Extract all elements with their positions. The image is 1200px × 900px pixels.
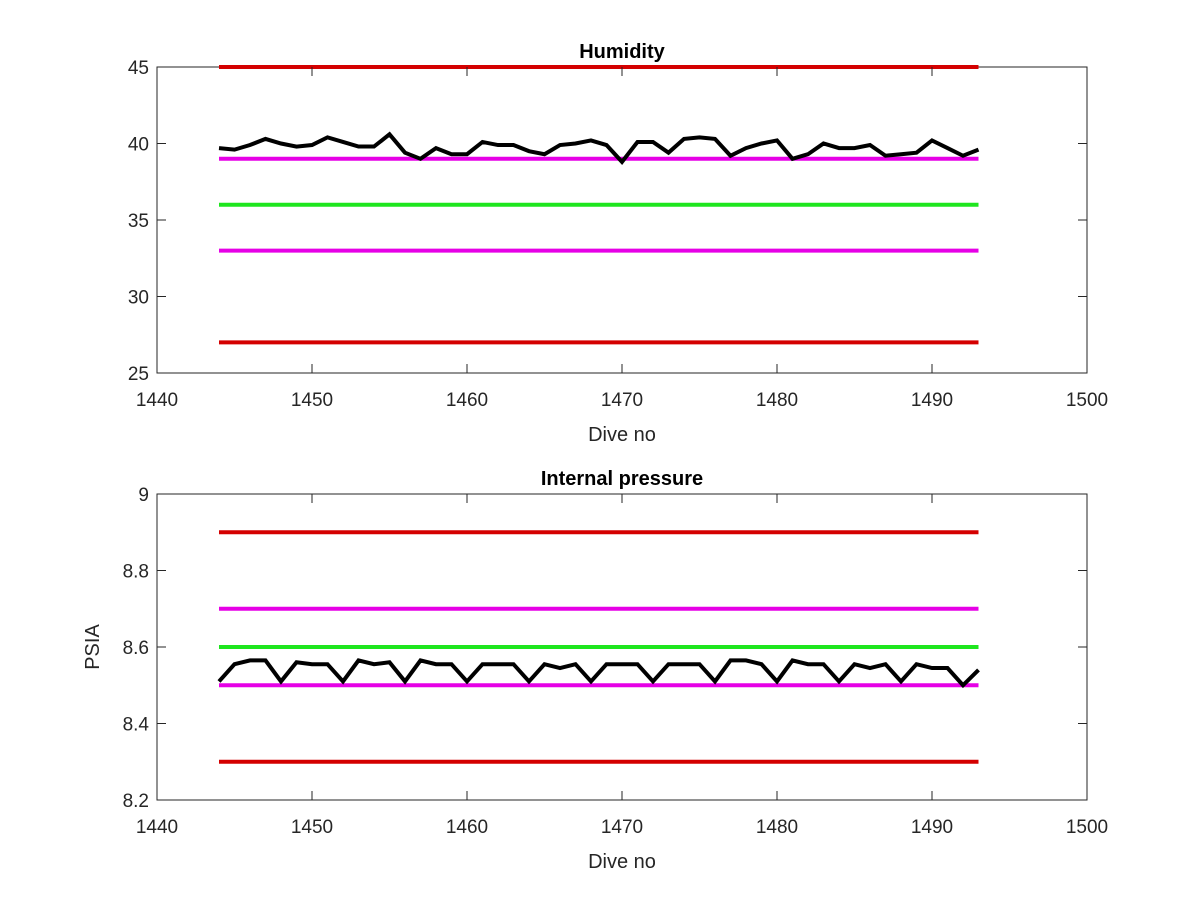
y-tick-label: 45 — [128, 58, 149, 79]
x-tick-label: 1440 — [136, 390, 178, 411]
chart-title: Internal pressure — [541, 468, 703, 490]
y-tick-label: 8.2 — [123, 791, 149, 812]
y-tick-label: 30 — [128, 288, 149, 309]
x-axis-label: Dive no — [588, 851, 656, 873]
y-tick-label: 25 — [128, 364, 149, 385]
x-tick-label: 1480 — [756, 390, 798, 411]
x-tick-label: 1450 — [291, 390, 333, 411]
x-axis-label: Dive no — [588, 424, 656, 446]
y-tick-label: 8.4 — [123, 715, 150, 736]
y-axis-label: PSIA — [82, 624, 104, 670]
x-tick-label: 1440 — [136, 817, 178, 838]
x-tick-label: 1470 — [601, 817, 643, 838]
x-tick-label: 1460 — [446, 390, 488, 411]
chart-title: Humidity — [579, 41, 665, 63]
series-line-1 — [218, 131, 980, 165]
y-tick-label: 35 — [128, 211, 149, 232]
x-tick-label: 1500 — [1066, 817, 1108, 838]
series-line-1 — [217, 658, 980, 689]
x-tick-label: 1460 — [446, 817, 488, 838]
y-tick-label: 8.6 — [123, 638, 149, 659]
x-tick-label: 1490 — [911, 817, 953, 838]
y-tick-label: 40 — [128, 135, 149, 156]
x-tick-label: 1490 — [911, 390, 953, 411]
y-tick-label: 8.8 — [123, 562, 149, 583]
x-tick-label: 1450 — [291, 817, 333, 838]
y-tick-label: 9 — [138, 485, 149, 506]
x-tick-label: 1500 — [1066, 390, 1108, 411]
axes-box — [156, 66, 1088, 374]
chart-panel-1: 1440 1450 1460 1470 1480 1490 1500 25 30 35 40 45 Hu… — [128, 41, 1108, 446]
chart-panel-2: 1440 1450 1460 1470 1480 1490 1500 8.2 8.4 8.6 8.8… — [82, 468, 1108, 873]
x-tick-label: 1470 — [601, 390, 643, 411]
x-tick-label: 1480 — [756, 817, 798, 838]
